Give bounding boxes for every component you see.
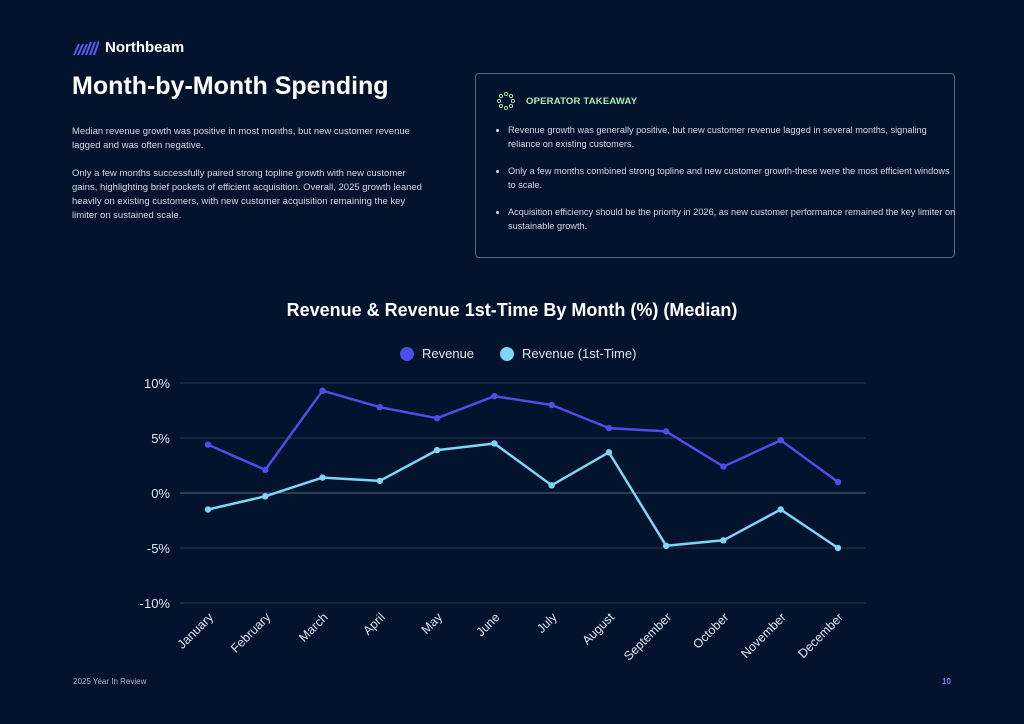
x-tick-label: April [360,610,388,638]
page-number: 10 [942,677,951,686]
data-point [491,440,498,447]
data-point [491,393,498,400]
legend-label: Revenue (1st-Time) [522,346,637,361]
legend-swatch [400,346,414,361]
x-tick-label: December [795,610,846,661]
data-point [777,506,784,513]
brand-name: Northbeam [105,39,185,56]
intro-paragraph: Only a few months successfully paired st… [72,168,422,221]
data-point [433,415,441,422]
data-point [204,506,212,513]
data-point [548,401,555,409]
x-tick-label: May [419,610,446,637]
x-tick-label: March [296,610,330,644]
data-point [319,474,326,481]
x-tick-label: February [228,610,274,656]
x-tick-label: October [690,610,731,651]
y-tick-label: 5% [151,431,170,446]
x-tick-label: July [534,610,560,636]
footer-label: 2025 Year In Review [73,677,147,686]
data-point [605,424,613,432]
chart-legend: Revenue Revenue (1st-Time) [400,346,636,361]
legend-swatch [500,346,515,361]
takeaway-bullet: Revenue growth was generally positive, b… [508,124,958,151]
series-line [207,442,839,550]
y-tick-label: -5% [147,541,171,556]
data-point [834,544,842,552]
x-tick-label: January [175,610,217,652]
page-title: Month-by-Month Spending [72,72,389,100]
operator-takeaway-card: OPERATOR TAKEAWAY Revenue growth was gen… [475,73,955,258]
takeaway-list: Revenue growth was generally positive, b… [490,124,958,247]
series-line [207,389,839,484]
intro-text: Median revenue growth was positive in mo… [72,125,432,237]
dotted-circle-icon [496,91,516,111]
data-point [720,537,727,544]
data-point [262,466,269,474]
y-tick-label: 10% [144,376,170,391]
x-tick-label: June [473,610,502,639]
northbeam-logo-icon [73,40,99,55]
legend-item-revenue-1st-time[interactable]: Revenue (1st-Time) [500,346,636,361]
chart-title: Revenue & Revenue 1st-Time By Month (%) … [286,300,738,320]
takeaway-bullet: Only a few months combined strong toplin… [508,165,958,192]
data-point [376,404,384,411]
data-point [262,493,269,500]
data-point [662,542,670,549]
y-tick-label: 0% [151,486,170,501]
x-tick-label: November [738,610,789,661]
data-point [319,387,326,394]
x-tick-label: September [621,610,674,663]
legend-item-revenue[interactable]: Revenue [400,346,474,361]
data-point [548,482,555,489]
x-tick-label: August [580,610,618,648]
y-tick-label: -10% [140,596,171,611]
data-point [834,478,842,486]
takeaway-bullet: Acquisition efficiency should be the pri… [508,206,958,233]
data-point [605,449,613,456]
intro-paragraph: Median revenue growth was positive in mo… [72,126,410,151]
data-point [204,441,212,448]
data-point [777,437,784,444]
data-point [662,428,670,435]
data-point [376,477,384,485]
data-point [433,446,441,454]
takeaway-title: OPERATOR TAKEAWAY [526,95,638,107]
legend-label: Revenue [422,346,475,361]
brand-logo: Northbeam [73,39,184,56]
data-point [720,463,727,470]
